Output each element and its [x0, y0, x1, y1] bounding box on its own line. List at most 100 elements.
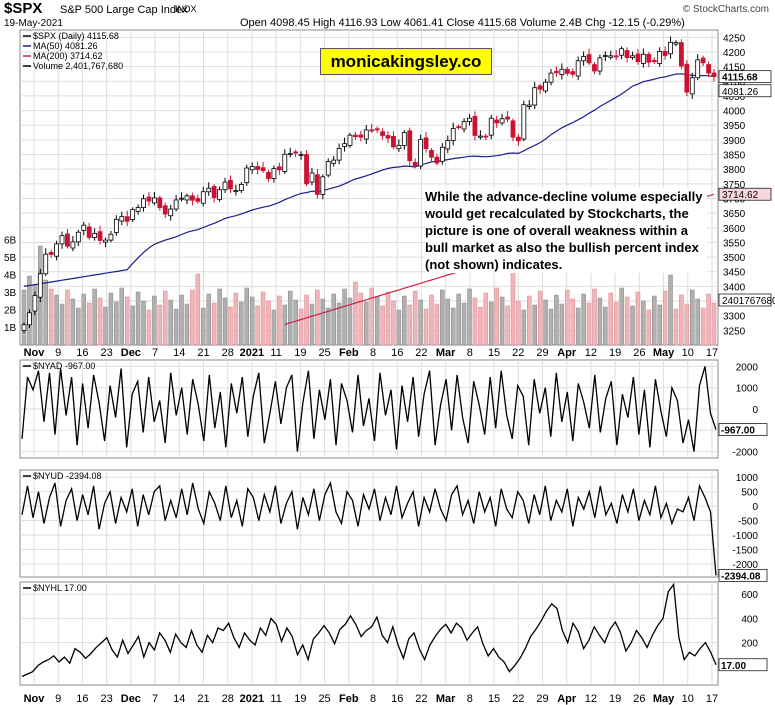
- candle-body: [65, 233, 70, 247]
- candle-body: [179, 197, 184, 200]
- volume-bar: [581, 293, 586, 346]
- volume-bar: [537, 290, 543, 346]
- y-tick-label: 3500: [723, 253, 746, 264]
- candle-body: [70, 241, 76, 249]
- y-tick-label: -1500: [732, 546, 758, 557]
- candle-body: [309, 172, 315, 183]
- volume-bar: [271, 309, 277, 346]
- volume-bar: [374, 296, 380, 346]
- last-value-tag: [718, 658, 768, 672]
- chart-date: 19-May-2021: [4, 18, 63, 29]
- candle-body: [97, 231, 103, 241]
- candle-body: [543, 81, 548, 92]
- exchange-label: INDX: [175, 4, 197, 14]
- volume-bar: [690, 289, 695, 346]
- x-tick-label: 22: [415, 693, 427, 705]
- volume-bar: [358, 292, 364, 346]
- y-tick-label: 3900: [723, 136, 746, 147]
- volume-bar: [201, 307, 206, 346]
- volume-bar: [624, 296, 630, 346]
- y-tick-label: 0: [752, 405, 758, 416]
- volume-bar: [668, 274, 673, 346]
- candle-body: [336, 147, 342, 161]
- candle-body: [385, 135, 391, 139]
- volume-bar: [168, 299, 173, 346]
- stockcharts-credit: © StockCharts.com: [682, 4, 769, 15]
- candle-body: [586, 54, 592, 64]
- volume-bar: [646, 309, 652, 346]
- x-tick-label: Mar: [436, 347, 456, 359]
- y-tick-label: 3250: [723, 326, 746, 337]
- candle-body: [249, 166, 255, 171]
- candle-body: [369, 129, 375, 132]
- candle-body: [244, 167, 250, 184]
- candle-body: [217, 189, 222, 200]
- x-tick-label: 8: [370, 693, 376, 705]
- candle-body: [119, 216, 125, 222]
- volume-bar: [418, 299, 423, 346]
- candle-body: [706, 64, 711, 74]
- volume-bar: [228, 306, 233, 346]
- volume-bar: [445, 298, 451, 346]
- volume-bar: [266, 300, 271, 346]
- legend-entry: MA(50) 4081.26: [33, 41, 98, 51]
- volume-bar: [565, 289, 570, 346]
- volume-bar: [499, 296, 505, 346]
- volume-bar: [575, 307, 581, 346]
- volume-bar: [48, 288, 54, 346]
- y-tick-label: 4200: [723, 48, 746, 59]
- volume-bar: [402, 295, 407, 346]
- x-tick-label: 10: [682, 693, 694, 705]
- volume-bar: [70, 298, 76, 346]
- volume-bar: [488, 301, 494, 346]
- volume-tick-label: 1B: [4, 323, 17, 334]
- x-tick-label: 22: [512, 693, 524, 705]
- volume-bar: [157, 304, 163, 346]
- volume-bar: [293, 299, 298, 346]
- y-tick-label: 500: [741, 488, 758, 499]
- x-tick-label: 17: [706, 693, 718, 705]
- last-value-label: 2401767680: [722, 296, 775, 307]
- candle-body: [396, 145, 402, 150]
- candle-body: [211, 186, 217, 199]
- volume-bar: [255, 305, 260, 346]
- candle-body: [206, 187, 212, 193]
- candle-body: [646, 53, 652, 63]
- volume-tick-label: 6B: [4, 236, 17, 247]
- candle-body: [499, 118, 505, 124]
- volume-bar: [81, 293, 87, 346]
- volume-bar: [603, 306, 608, 346]
- candle-body: [266, 172, 271, 179]
- candle-body: [467, 117, 472, 122]
- candle-body: [521, 104, 527, 140]
- volume-bar: [423, 308, 429, 346]
- x-tick-label: 19: [609, 693, 621, 705]
- candle-body: [271, 168, 277, 179]
- x-tick-label: 22: [415, 347, 427, 359]
- candle-body: [477, 135, 483, 138]
- volume-bar: [217, 288, 222, 346]
- x-tick-label: 25: [318, 347, 330, 359]
- candle-body: [48, 252, 54, 255]
- volume-tick-label: 4B: [4, 271, 17, 282]
- y-tick-label: -2000: [732, 448, 758, 459]
- candle-body: [21, 324, 27, 332]
- x-tick-label: 21: [197, 693, 209, 705]
- candle-body: [108, 233, 114, 241]
- candle-body: [640, 53, 646, 64]
- candle-body: [472, 116, 478, 136]
- y-tick-label: 2000: [736, 362, 759, 373]
- candle-body: [483, 135, 489, 138]
- volume-bar: [434, 303, 440, 346]
- ticker-title: $SPX: [4, 0, 43, 17]
- x-tick-label: 9: [55, 693, 61, 705]
- candle-body: [233, 190, 239, 192]
- candle-body: [559, 68, 565, 75]
- volume-bar: [467, 288, 472, 346]
- brand-watermark: monicakingsley.co: [320, 48, 492, 75]
- x-tick-label: 7: [152, 693, 158, 705]
- volume-tick-label: 5B: [4, 253, 17, 264]
- legend-entry: $NYHL 17.00: [33, 583, 87, 593]
- candle-body: [320, 176, 326, 195]
- volume-bar: [483, 292, 489, 346]
